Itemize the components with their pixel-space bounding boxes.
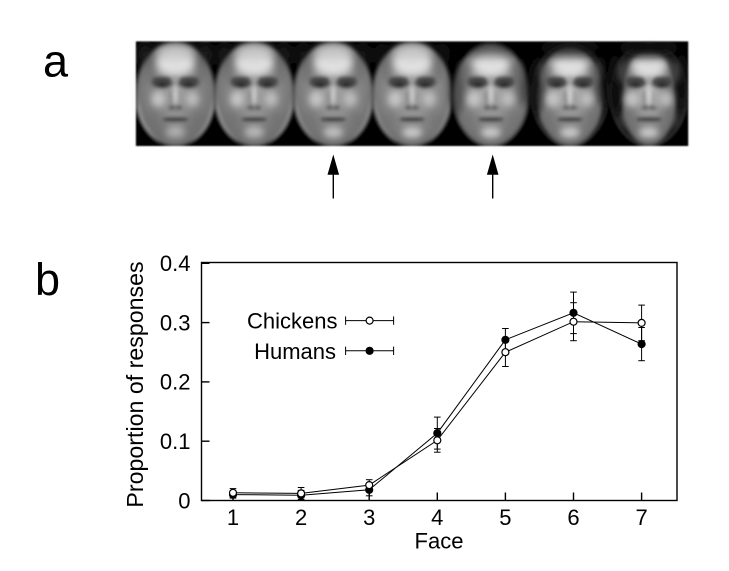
svg-text:Face: Face [415, 529, 464, 554]
svg-text:1: 1 [227, 505, 239, 530]
svg-text:7: 7 [635, 505, 647, 530]
svg-text:Chickens: Chickens [247, 309, 337, 334]
svg-text:Proportion of responses: Proportion of responses [122, 261, 148, 507]
svg-text:0: 0 [178, 488, 190, 513]
svg-text:5: 5 [499, 505, 511, 530]
svg-text:0.3: 0.3 [160, 310, 191, 335]
svg-text:6: 6 [567, 505, 579, 530]
svg-text:4: 4 [431, 505, 443, 530]
svg-text:Humans: Humans [254, 339, 336, 364]
svg-text:b: b [35, 254, 60, 305]
svg-text:0.1: 0.1 [160, 429, 191, 454]
svg-text:3: 3 [363, 505, 375, 530]
svg-text:0.2: 0.2 [160, 370, 191, 395]
svg-text:0.4: 0.4 [160, 251, 191, 276]
svg-text:2: 2 [295, 505, 307, 530]
svg-text:a: a [43, 36, 69, 87]
